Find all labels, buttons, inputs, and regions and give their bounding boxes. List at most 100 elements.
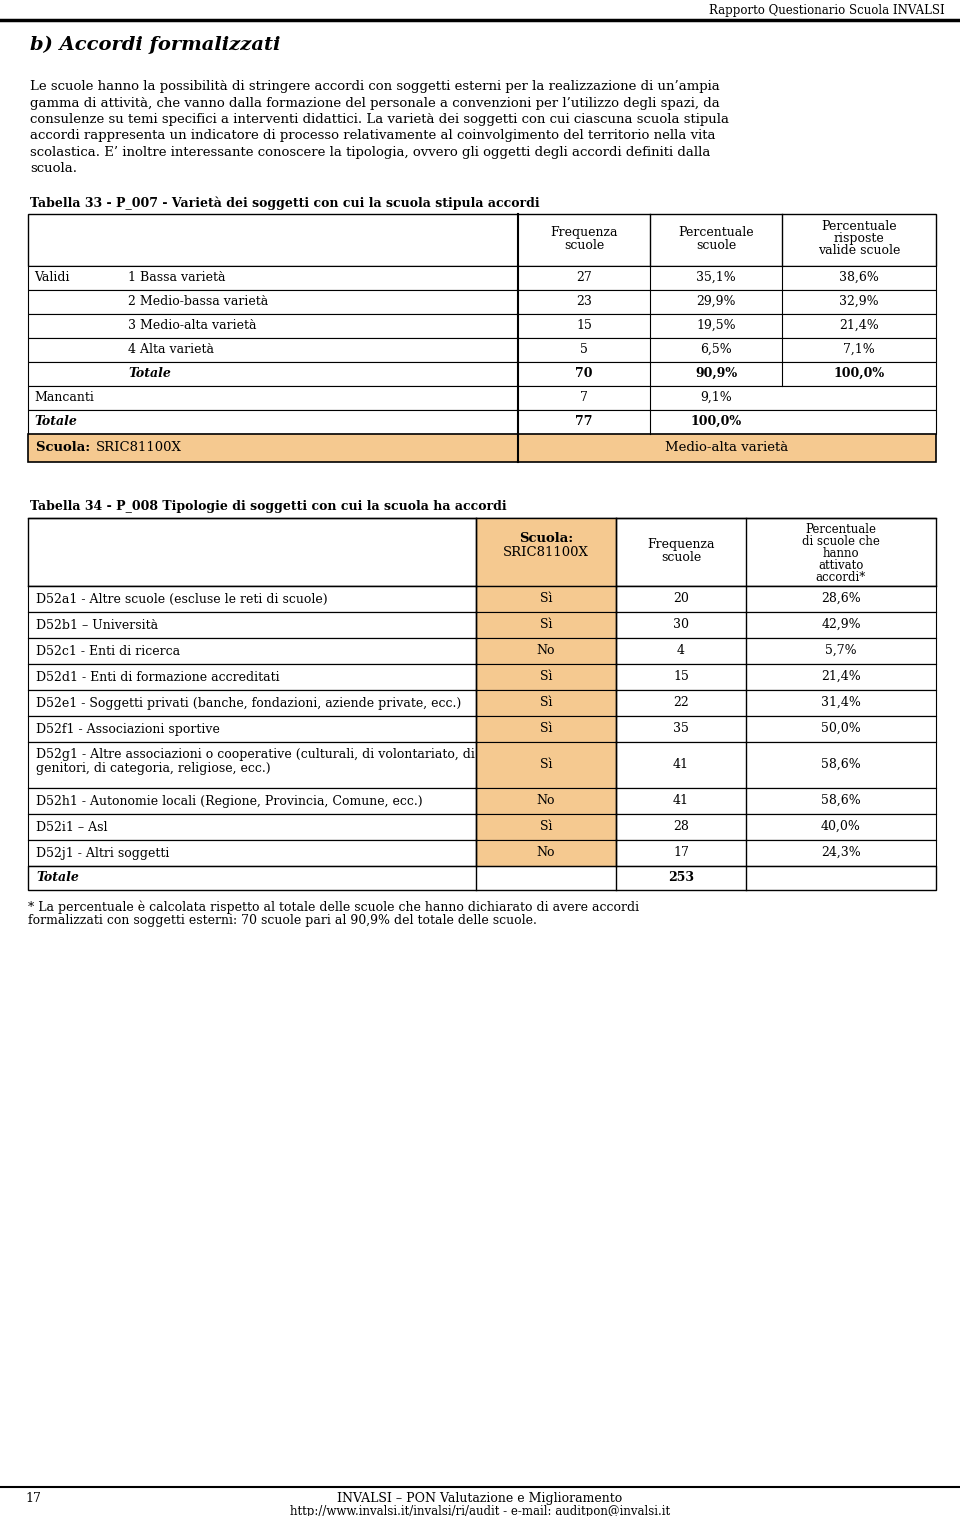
Text: di scuole che: di scuole che: [802, 535, 880, 547]
Text: Frequenza: Frequenza: [550, 226, 617, 240]
Text: SRIC81100X: SRIC81100X: [503, 546, 588, 559]
Text: 70: 70: [575, 367, 592, 381]
Text: D52h1 - Autonomie locali (Regione, Provincia, Comune, ecc.): D52h1 - Autonomie locali (Regione, Provi…: [36, 794, 422, 808]
Text: scuola.: scuola.: [30, 162, 77, 176]
Text: No: No: [537, 794, 555, 807]
Text: Validi: Validi: [34, 271, 69, 283]
Bar: [476, 814, 616, 840]
Text: 100,0%: 100,0%: [690, 415, 741, 428]
Bar: [28, 214, 936, 265]
Text: 5: 5: [580, 343, 588, 356]
Text: Sì: Sì: [540, 758, 552, 772]
Text: 4 Alta varietà: 4 Alta varietà: [128, 343, 214, 356]
Text: 4: 4: [677, 644, 685, 656]
Text: 7,1%: 7,1%: [843, 343, 875, 356]
Text: Tabella 33 - P_007 - Varietà dei soggetti con cui la scuola stipula accordi: Tabella 33 - P_007 - Varietà dei soggett…: [30, 196, 540, 209]
Text: 38,6%: 38,6%: [839, 271, 879, 283]
Text: risposte: risposte: [833, 232, 884, 246]
Bar: [476, 741, 616, 788]
Bar: [28, 741, 936, 788]
Text: 21,4%: 21,4%: [821, 670, 861, 684]
Text: D52f1 - Associazioni sportive: D52f1 - Associazioni sportive: [36, 723, 220, 735]
Text: 30: 30: [673, 619, 689, 631]
Text: 23: 23: [576, 296, 592, 308]
Text: 77: 77: [575, 415, 592, 428]
Text: D52d1 - Enti di formazione accreditati: D52d1 - Enti di formazione accreditati: [36, 672, 279, 684]
Text: Sì: Sì: [540, 696, 552, 709]
Bar: [28, 716, 936, 741]
Text: 5,7%: 5,7%: [826, 644, 857, 656]
Text: 6,5%: 6,5%: [700, 343, 732, 356]
Bar: [476, 612, 616, 638]
Text: 253: 253: [668, 872, 694, 884]
Text: formalizzati con soggetti esterni: 70 scuole pari al 90,9% del totale delle scuo: formalizzati con soggetti esterni: 70 sc…: [28, 914, 537, 926]
Bar: [476, 788, 616, 814]
Text: D52e1 - Soggetti privati (banche, fondazioni, aziende private, ecc.): D52e1 - Soggetti privati (banche, fondaz…: [36, 697, 461, 709]
Text: 7: 7: [580, 391, 588, 403]
Text: 58,6%: 58,6%: [821, 758, 861, 772]
Text: Sì: Sì: [540, 593, 552, 605]
Text: Totale: Totale: [128, 367, 171, 381]
Text: genitori, di categoria, religiose, ecc.): genitori, di categoria, religiose, ecc.): [36, 763, 271, 775]
Bar: [28, 518, 936, 587]
Text: 31,4%: 31,4%: [821, 696, 861, 709]
Text: No: No: [537, 644, 555, 656]
Text: 58,6%: 58,6%: [821, 794, 861, 807]
Bar: [28, 387, 936, 409]
Text: scuole: scuole: [696, 240, 736, 252]
Text: 35: 35: [673, 722, 689, 735]
Text: D52c1 - Enti di ricerca: D52c1 - Enti di ricerca: [36, 644, 180, 658]
Text: Sì: Sì: [540, 670, 552, 684]
Text: Sì: Sì: [540, 619, 552, 631]
Text: Scuola:: Scuola:: [36, 441, 95, 453]
Text: 21,4%: 21,4%: [839, 318, 878, 332]
Text: Percentuale: Percentuale: [821, 220, 897, 233]
Text: 1 Bassa varietà: 1 Bassa varietà: [128, 271, 226, 283]
Bar: [28, 409, 936, 434]
Bar: [28, 314, 936, 338]
Text: attivato: attivato: [818, 559, 864, 572]
Bar: [28, 290, 936, 314]
Bar: [28, 866, 936, 890]
Bar: [476, 664, 616, 690]
Bar: [28, 814, 936, 840]
Text: gamma di attività, che vanno dalla formazione del personale a convenzioni per l’: gamma di attività, che vanno dalla forma…: [30, 97, 720, 109]
Bar: [28, 265, 936, 290]
Text: 19,5%: 19,5%: [696, 318, 735, 332]
Text: 41: 41: [673, 794, 689, 807]
Text: 9,1%: 9,1%: [700, 391, 732, 403]
Text: hanno: hanno: [823, 547, 859, 559]
Text: 29,9%: 29,9%: [696, 296, 735, 308]
Text: 28: 28: [673, 820, 689, 832]
Text: Sì: Sì: [540, 820, 552, 832]
Bar: [476, 587, 616, 612]
Text: Le scuole hanno la possibilità di stringere accordi con soggetti esterni per la : Le scuole hanno la possibilità di string…: [30, 80, 720, 92]
Text: 100,0%: 100,0%: [833, 367, 884, 381]
Text: scuole: scuole: [564, 240, 604, 252]
Text: 27: 27: [576, 271, 592, 283]
Text: consulenze su temi specifici a interventi didattici. La varietà dei soggetti con: consulenze su temi specifici a intervent…: [30, 114, 729, 126]
Text: D52a1 - Altre scuole (escluse le reti di scuole): D52a1 - Altre scuole (escluse le reti di…: [36, 593, 327, 606]
Bar: [476, 518, 616, 587]
Text: accordi rappresenta un indicatore di processo relativamente al coinvolgimento de: accordi rappresenta un indicatore di pro…: [30, 129, 715, 143]
Text: * La percentuale è calcolata rispetto al totale delle scuole che hanno dichiarat: * La percentuale è calcolata rispetto al…: [28, 901, 639, 914]
Text: Tabella 34 - P_008 Tipologie di soggetti con cui la scuola ha accordi: Tabella 34 - P_008 Tipologie di soggetti…: [30, 500, 507, 512]
Bar: [476, 840, 616, 866]
Text: 20: 20: [673, 593, 689, 605]
Text: scuole: scuole: [660, 550, 701, 564]
Bar: [28, 612, 936, 638]
Text: 15: 15: [576, 318, 592, 332]
Bar: [28, 434, 936, 462]
Bar: [28, 788, 936, 814]
Bar: [476, 716, 616, 741]
Text: 22: 22: [673, 696, 689, 709]
Text: Frequenza: Frequenza: [647, 538, 715, 550]
Text: 35,1%: 35,1%: [696, 271, 736, 283]
Text: 17: 17: [25, 1492, 41, 1505]
Text: 41: 41: [673, 758, 689, 772]
Bar: [28, 840, 936, 866]
Text: 2 Medio-bassa varietà: 2 Medio-bassa varietà: [128, 296, 268, 308]
Bar: [476, 690, 616, 716]
Text: 28,6%: 28,6%: [821, 593, 861, 605]
Bar: [28, 587, 936, 612]
